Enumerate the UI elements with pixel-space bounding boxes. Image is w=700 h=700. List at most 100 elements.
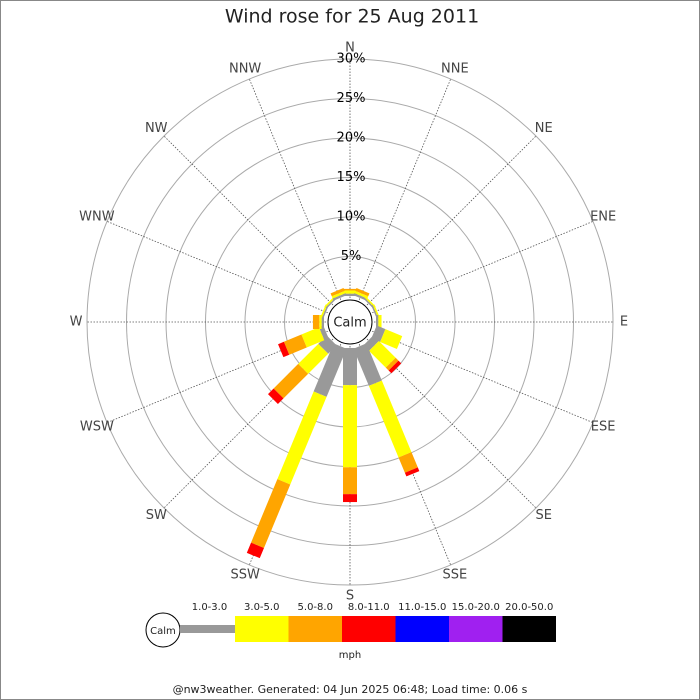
direction-label: NE — [535, 121, 553, 136]
direction-label: SW — [146, 508, 167, 523]
spoke — [349, 321, 452, 566]
legend-swatch — [449, 616, 503, 642]
bar-segment — [380, 329, 403, 349]
bar-segment — [388, 360, 402, 374]
spoke — [163, 321, 351, 509]
bar-segment — [343, 494, 357, 503]
bar-segment — [398, 452, 418, 473]
r-tick-label: 25% — [337, 91, 366, 106]
bar-segment — [324, 296, 336, 308]
legend-label: 15.0-20.0 — [452, 602, 500, 613]
legend-swatch — [502, 616, 556, 642]
bar-segment — [385, 357, 399, 371]
direction-bar — [330, 288, 347, 301]
legend-swatch — [235, 616, 289, 642]
direction-bar — [320, 304, 329, 319]
direction-label: SE — [536, 508, 552, 523]
calm-circle — [327, 299, 373, 345]
bar-segment — [251, 479, 291, 548]
legend-label: 20.0-50.0 — [505, 602, 553, 613]
direction-bar — [312, 315, 325, 329]
direction-label: WSW — [80, 419, 114, 434]
legend-label: 5.0-8.0 — [298, 602, 333, 613]
spoke — [106, 321, 351, 424]
bar-segment — [343, 385, 357, 468]
bar-segment — [343, 290, 357, 294]
spoke — [349, 220, 594, 323]
chart-title: Wind rose for 25 Aug 2011 — [225, 6, 479, 28]
direction-bar — [375, 315, 382, 329]
direction-label: NW — [145, 121, 168, 136]
spoke — [349, 321, 594, 424]
bar-segment — [332, 293, 347, 301]
bar-segment — [331, 290, 346, 299]
direction-bar — [246, 343, 347, 559]
bar-segment — [277, 391, 327, 485]
bar-segment — [301, 327, 325, 348]
bar-segment — [321, 315, 325, 329]
direction-label: NNE — [441, 61, 469, 76]
r-tick-label: 5% — [341, 249, 362, 264]
direction-label: E — [620, 315, 628, 330]
legend-label: 11.0-15.0 — [398, 602, 446, 613]
direction-bar — [353, 343, 420, 477]
direction-label: W — [70, 315, 83, 330]
bar-segment — [372, 304, 380, 318]
bar-segment — [354, 290, 369, 299]
bar-segment — [343, 288, 357, 291]
bar-segment — [368, 380, 412, 458]
bar-segment — [355, 288, 370, 297]
bar-segment — [283, 334, 307, 355]
legend-label: 3.0-5.0 — [244, 602, 279, 613]
r-tick-label: 20% — [337, 131, 366, 146]
bar-segment — [343, 293, 357, 296]
direction-label: ESE — [591, 419, 616, 434]
legend-swatch — [180, 625, 235, 633]
spoke — [163, 135, 351, 323]
bar-segment — [313, 343, 347, 397]
legend-calm-label: Calm — [150, 626, 176, 637]
bar-segment — [319, 315, 322, 329]
spoke — [349, 135, 537, 323]
spoke — [106, 220, 351, 323]
direction-bar — [343, 348, 357, 503]
direction-label: N — [345, 41, 355, 56]
bar-segment — [369, 341, 396, 368]
legend-swatch — [288, 616, 342, 642]
bar-segment — [353, 343, 382, 386]
bar-segment — [246, 542, 264, 559]
bar-segment — [330, 288, 345, 297]
bar-segment — [273, 363, 309, 399]
direction-label: S — [346, 589, 354, 604]
spoke — [349, 78, 452, 323]
r-tick-label: 15% — [337, 170, 366, 185]
direction-label: NNW — [229, 61, 261, 76]
legend-swatch — [342, 616, 396, 642]
direction-bar — [278, 325, 329, 358]
direction-label: ENE — [590, 210, 616, 225]
direction-label: WNW — [79, 210, 115, 225]
direction-label: SSW — [230, 568, 260, 583]
bar-segment — [312, 315, 320, 329]
legend-label: 8.0-11.0 — [348, 602, 390, 613]
bar-segment — [343, 467, 357, 495]
direction-bar — [343, 288, 357, 296]
bar-segment — [375, 315, 379, 329]
calm-label: Calm — [333, 316, 366, 331]
bar-segment — [320, 304, 328, 318]
bar-segment — [343, 348, 357, 386]
bar-segment — [298, 343, 329, 374]
legend-swatch — [395, 616, 449, 642]
legend-unit: mph — [339, 650, 361, 661]
bar-segment — [378, 315, 382, 329]
bar-segment — [321, 304, 329, 319]
r-tick-label: 10% — [337, 210, 366, 225]
bar-segment — [278, 341, 290, 358]
footer: @nw3weather. Generated: 04 Jun 2025 06:4… — [173, 683, 528, 696]
legend-label: 1.0-3.0 — [192, 602, 227, 613]
spoke — [349, 321, 537, 509]
bar-segment — [318, 325, 329, 341]
spoke — [248, 78, 351, 323]
